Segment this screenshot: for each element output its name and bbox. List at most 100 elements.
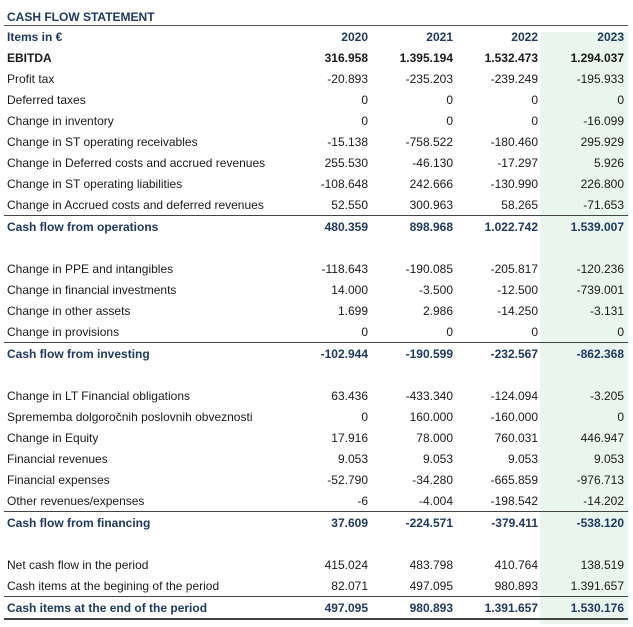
row-label: Change in Equity (7, 431, 99, 445)
cell-2023: -3.131 (589, 304, 624, 318)
cell-2022: 980.893 (494, 579, 538, 593)
cell-2020: 255.530 (324, 156, 368, 170)
cell-2022: 0 (531, 114, 538, 128)
cell-2022: -124.094 (490, 389, 538, 403)
cell-2021: -758.522 (405, 135, 453, 149)
row-label: Change in LT Financial obligations (7, 389, 191, 403)
cell-2020: 480.359 (324, 220, 368, 234)
table-row: EBITDA 316.958 1.395.194 1.532.473 1.294… (4, 47, 628, 68)
cell-2021: 78.000 (416, 431, 453, 445)
cell-2022: 0 (531, 325, 538, 339)
row-label: Cash flow from operations (7, 220, 159, 234)
cell-2020: -108.648 (320, 177, 368, 191)
cell-2021: -190.085 (405, 262, 453, 276)
cell-2022: 58.265 (501, 198, 538, 212)
row-label: Financial expenses (7, 473, 110, 487)
cell-2023: 1.530.176 (570, 601, 624, 615)
row-label: Cash flow from investing (7, 347, 150, 361)
cell-2020: 82.071 (331, 579, 368, 593)
year-header: 2021 (426, 30, 453, 44)
cell-2022: 760.031 (494, 431, 538, 445)
cell-2020: 14.000 (331, 283, 368, 297)
cell-2021: 483.798 (409, 558, 453, 572)
cell-2022: -17.297 (497, 156, 538, 170)
cell-2020: 17.916 (331, 431, 368, 445)
cell-2021: 0 (446, 325, 453, 339)
table-row: Change in ST operating receivables -15.1… (4, 131, 628, 152)
row-label: EBITDA (7, 51, 52, 65)
cell-2020: -15.138 (327, 135, 368, 149)
cell-2023: 1.294.037 (570, 51, 624, 65)
table-row: Change in Accrued costs and deferred rev… (4, 194, 628, 215)
cell-2021: 2.986 (422, 304, 453, 318)
row-label: Change in other assets (7, 304, 131, 318)
cell-2020: 316.958 (324, 51, 368, 65)
table-row: Other revenues/expenses -6 -4.004 -198.5… (4, 490, 628, 511)
highlight-column-2023 (540, 32, 628, 624)
row-label: Change in ST operating receivables (7, 135, 198, 149)
cell-2021: 300.963 (409, 198, 453, 212)
cell-2021: -235.203 (405, 72, 453, 86)
header-row: Items in € 2020 2021 2022 2023 (4, 25, 628, 47)
year-header: 2022 (511, 30, 538, 44)
cell-2020: -102.944 (320, 347, 368, 361)
header-label: Items in € (7, 30, 63, 44)
cell-2022: -379.411 (491, 516, 538, 530)
spacer-row (4, 364, 628, 385)
total-row-cash-end: Cash items at the end of the period 497.… (4, 596, 628, 620)
subtotal-row-investing: Cash flow from investing -102.944 -190.5… (4, 342, 628, 364)
spacer-row (4, 237, 628, 258)
table-row: Profit tax -20.893 -235.203 -239.249 -19… (4, 68, 628, 89)
cell-2022: -160.000 (490, 410, 538, 424)
subtotal-row-financing: Cash flow from financing 37.609 -224.571… (4, 511, 628, 533)
table-row: Change in LT Financial obligations 63.43… (4, 385, 628, 406)
row-label: Cash items at the end of the period (7, 601, 208, 615)
table-row: Change in provisions 0 0 0 0 (4, 321, 628, 342)
cell-2022: -205.817 (490, 262, 538, 276)
table-row: Cash items at the begining of the period… (4, 575, 628, 596)
row-label: Financial revenues (7, 452, 108, 466)
subtotal-row-operations: Cash flow from operations 480.359 898.96… (4, 215, 628, 237)
cell-2022: -180.460 (490, 135, 538, 149)
table-row: Change in Equity 17.916 78.000 760.031 4… (4, 427, 628, 448)
row-label: Change in ST operating liabilities (7, 177, 183, 191)
cell-2022: 9.053 (507, 452, 538, 466)
table-row: Change in other assets 1.699 2.986 -14.2… (4, 300, 628, 321)
cell-2023: 226.800 (580, 177, 624, 191)
table-row: Financial revenues 9.053 9.053 9.053 9.0… (4, 448, 628, 469)
row-label: Change in financial investments (7, 283, 177, 297)
cell-2020: 0 (361, 410, 368, 424)
cell-2020: -52.790 (327, 473, 368, 487)
cell-2022: 1.022.742 (484, 220, 538, 234)
cell-2023: 138.519 (580, 558, 624, 572)
cell-2022: -232.567 (490, 347, 538, 361)
cell-2021: -433.340 (405, 389, 453, 403)
row-label: Change in PPE and intangibles (7, 262, 174, 276)
table-row: Change in ST operating liabilities -108.… (4, 173, 628, 194)
cell-2023: -120.236 (576, 262, 624, 276)
cell-2020: -118.643 (321, 262, 368, 276)
row-label: Cash flow from financing (7, 516, 151, 530)
row-label: Change in provisions (7, 325, 120, 339)
table-row: Deferred taxes 0 0 0 0 (4, 89, 628, 110)
cell-2023: 0 (617, 93, 624, 107)
cell-2021: 0 (446, 93, 453, 107)
cell-2022: 0 (531, 93, 538, 107)
cell-2020: 37.609 (331, 516, 368, 530)
cell-2023: 5.926 (593, 156, 624, 170)
row-label: Change in Deferred costs and accrued rev… (7, 156, 266, 170)
cell-2022: 410.764 (494, 558, 538, 572)
cell-2021: -190.599 (405, 347, 453, 361)
cell-2023: -71.653 (583, 198, 624, 212)
row-label: Change in inventory (7, 114, 114, 128)
cell-2023: -14.202 (583, 494, 624, 508)
cell-2020: 0 (361, 114, 368, 128)
table-row: Change in PPE and intangibles -118.643 -… (4, 258, 628, 279)
cell-2022: -14.250 (497, 304, 538, 318)
cell-2020: 52.550 (331, 198, 368, 212)
cell-2021: 898.968 (409, 220, 453, 234)
cash-flow-table: CASH FLOW STATEMENT Items in € 2020 2021… (4, 4, 628, 620)
row-label: Sprememba dolgoročnih poslovnih obveznos… (7, 410, 253, 424)
cell-2023: -739.001 (576, 283, 624, 297)
spacer-row (4, 533, 628, 554)
